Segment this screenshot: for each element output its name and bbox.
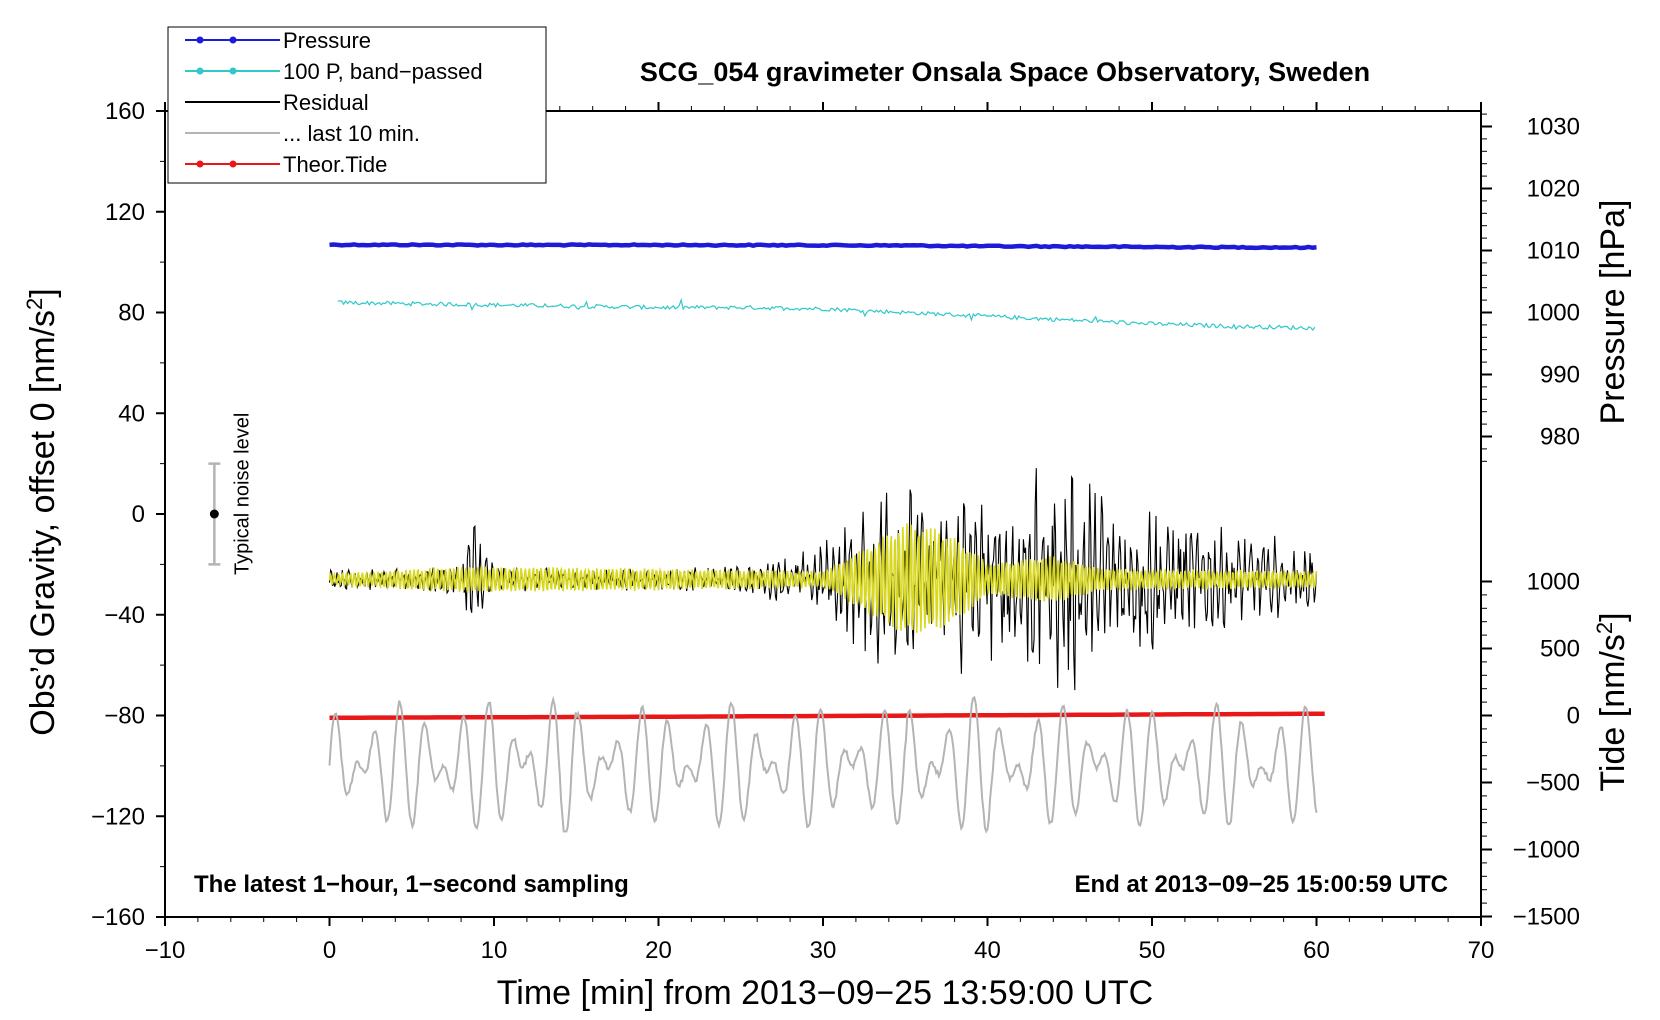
legend-box <box>167 26 547 184</box>
x-tick-label: −10 <box>145 937 186 964</box>
noise-bar-label: Typical noise level <box>231 413 253 575</box>
x-axis-title: Time [min] from 2013−09−25 13:59:00 UTC <box>497 974 1153 1012</box>
x-tick-label: 30 <box>810 937 837 964</box>
tide-axis-title: Tide [nm/s2] <box>1592 612 1632 791</box>
pressure-tick-label: 980 <box>1540 424 1580 451</box>
legend: Pressure 100 P, band−passed Residual ... la… <box>167 26 547 184</box>
x-tick-label: 50 <box>1139 937 1166 964</box>
annotation-end-time: End at 2013−09−25 15:00:59 UTC <box>1074 871 1448 898</box>
series-tide-line <box>329 711 1325 721</box>
y-tick-label: 120 <box>105 199 145 226</box>
pressure-tick-label: 1010 <box>1527 238 1580 265</box>
chart-title: SCG_054 gravimeter Onsala Space Observat… <box>640 57 1370 87</box>
series-filtered-line <box>328 523 1318 633</box>
pressure-tick-label: 990 <box>1540 362 1580 389</box>
y-axis-title-main: Obs’d Gravity, offset 0 [nm/s <box>24 310 62 736</box>
legend-marker <box>229 160 237 168</box>
x-tick-label: 20 <box>645 937 672 964</box>
tick-layer: −10 0 10 20 30 40 50 60 70−160−120−80−4004080120… <box>91 98 1580 964</box>
tide-axis-title-sup: 2 <box>1592 622 1617 634</box>
x-tick-label: 10 <box>481 937 508 964</box>
tide-tick-label: 0 <box>1567 703 1580 730</box>
y-tick-label: 80 <box>118 300 145 327</box>
annotation-sampling: The latest 1−hour, 1−second sampling <box>194 871 629 898</box>
y-tick-label: 160 <box>105 98 145 125</box>
tide-tick-label: −500 <box>1526 770 1580 797</box>
tide-axis-title-main: Tide [nm/s <box>1594 634 1632 791</box>
pressure-tick-label: 1020 <box>1527 176 1580 203</box>
tide-axis-title-end: ] <box>1594 612 1632 621</box>
legend-marker <box>229 67 237 75</box>
y-tick-label: 0 <box>132 501 145 528</box>
y-tick-label: −160 <box>91 904 145 931</box>
noise-level-indicator: Typical noise level <box>208 413 253 575</box>
legend-marker <box>196 67 204 75</box>
legend-label: ... last 10 min. <box>283 121 420 146</box>
legend-entries: Pressure 100 P, band−passed Residual ... la… <box>185 28 483 177</box>
y-tick-label: −40 <box>104 602 145 629</box>
y-tick-label: 40 <box>118 400 145 427</box>
series-last10min-line <box>328 695 1318 834</box>
series-bandpassed-line <box>337 297 1316 331</box>
pressure-tick-label: 1030 <box>1527 114 1580 141</box>
tide-tick-label: −1000 <box>1513 837 1580 864</box>
x-tick-label: 70 <box>1468 937 1495 964</box>
noise-bar-dot <box>209 509 219 519</box>
legend-label: Pressure <box>283 28 371 53</box>
tide-tick-label: −1500 <box>1513 904 1580 931</box>
legend-marker <box>229 36 237 44</box>
x-tick-label: 40 <box>974 937 1001 964</box>
pressure-tick-label: 1000 <box>1527 300 1580 327</box>
x-tick-label: 60 <box>1303 937 1330 964</box>
series-pressure-line <box>329 242 1317 251</box>
pressure-axis-title: Pressure [hPa] <box>1594 200 1632 425</box>
tide-tick-label: 500 <box>1540 636 1580 663</box>
legend-label: Residual <box>283 90 369 115</box>
y-axis-title: Obs’d Gravity, offset 0 [nm/s2] <box>22 288 62 735</box>
tide-tick-label: 1000 <box>1527 569 1580 596</box>
series-layer <box>328 242 1325 834</box>
y-tick-label: −80 <box>104 703 145 730</box>
x-tick-label: 0 <box>323 937 336 964</box>
legend-marker <box>196 36 204 44</box>
legend-label: Theor.Tide <box>283 152 387 177</box>
y-axis-title-sup: 2 <box>22 298 47 310</box>
y-tick-label: −120 <box>91 803 145 830</box>
legend-marker <box>196 160 204 168</box>
legend-label: 100 P, band−passed <box>283 59 483 84</box>
y-axis-title-end: ] <box>24 288 62 297</box>
